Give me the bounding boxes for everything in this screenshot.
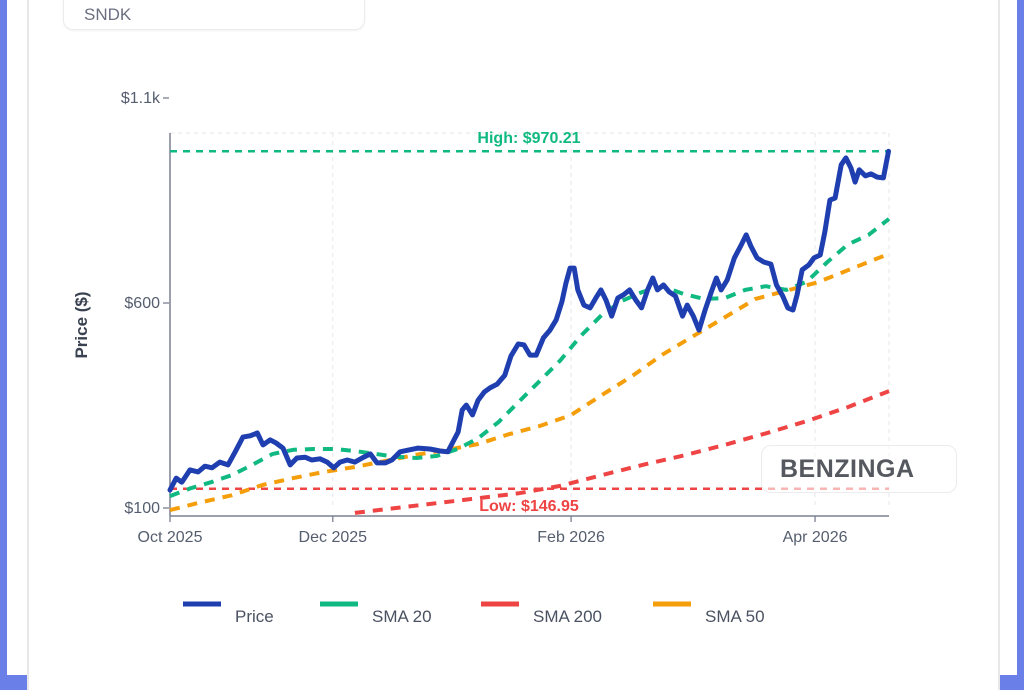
high-annotation: High: $970.21 (477, 130, 580, 147)
x-tick-label: Dec 2025 (299, 529, 368, 546)
series-line-price (167, 148, 891, 493)
price-chart: $100 $600 $1.1k Oct 2025 Dec 2025 Feb 2026 Apr… (72, 90, 891, 626)
x-tick-label: Oct 2025 (138, 529, 203, 546)
legend-label-sma200: SMA 200 (533, 607, 602, 626)
x-tick-label: Apr 2026 (783, 529, 848, 546)
chart-card (27, 0, 1000, 690)
low-annotation: Low: $146.95 (479, 498, 579, 515)
legend-label-price: Price (235, 607, 274, 626)
legend-label-sma50: SMA 50 (705, 607, 765, 626)
page-background (7, 0, 1017, 690)
y-tick-label: $1.1k (121, 90, 161, 107)
legend: Price SMA 20 SMA 200 SMA 50 (183, 601, 765, 626)
series-lines (167, 148, 891, 515)
series-line-sma200 (354, 389, 890, 515)
series-line-sma50 (169, 251, 890, 513)
y-tick-label: $100 (124, 500, 160, 517)
watermark-box (761, 445, 957, 493)
ticker-input[interactable] (63, 0, 365, 30)
benzinga-watermark: BENZINGA (780, 455, 915, 483)
axes (169, 133, 889, 517)
legend-label-sma20: SMA 20 (372, 607, 432, 626)
series-line-sma20 (169, 217, 891, 498)
tick-labels: $100 $600 $1.1k Oct 2025 Dec 2025 Feb 2026 Apr… (121, 90, 848, 546)
x-tick-label: Feb 2026 (537, 529, 605, 546)
y-axis-label: Price ($) (72, 291, 91, 358)
reference-lines (170, 149, 889, 491)
y-tick-label: $600 (124, 295, 160, 312)
ticker-value: SNDK (84, 5, 132, 24)
